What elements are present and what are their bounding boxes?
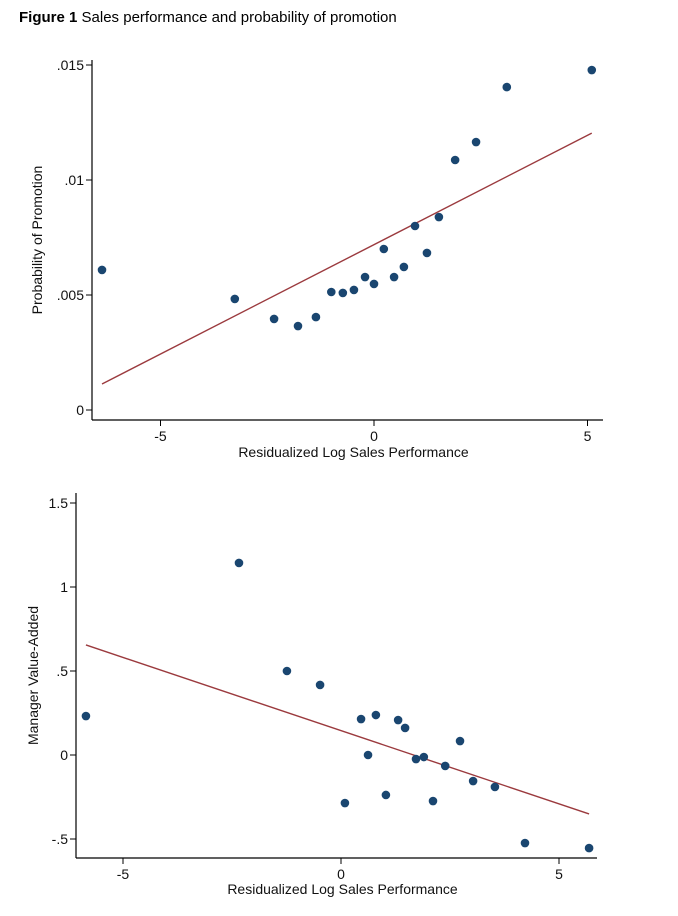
y-tick-label: .015	[57, 57, 84, 73]
data-point	[471, 137, 481, 147]
data-point	[97, 265, 107, 275]
data-point	[349, 285, 359, 295]
data-point	[340, 798, 350, 808]
data-point	[389, 272, 399, 282]
data-point	[468, 776, 478, 786]
data-point	[327, 287, 336, 297]
y-tick-label: 0	[76, 402, 84, 418]
data-point	[428, 796, 438, 806]
data-point	[434, 212, 444, 222]
y-axis-label: Manager Value-Added	[25, 606, 41, 745]
data-point	[369, 279, 379, 289]
data-point	[393, 715, 403, 725]
x-axis-label: Residualized Log Sales Performance	[238, 444, 469, 460]
x-tick-label: 5	[555, 866, 563, 882]
data-point	[230, 294, 240, 304]
data-point	[490, 782, 500, 792]
data-point	[587, 65, 597, 75]
data-point	[269, 314, 279, 324]
y-tick-label: .005	[57, 287, 84, 303]
x-tick-label: 5	[584, 428, 592, 444]
fit-line	[85, 644, 590, 815]
data-point	[400, 723, 410, 733]
data-point	[381, 790, 391, 800]
y-tick-label: .01	[65, 172, 85, 188]
data-point	[455, 736, 465, 746]
x-tick-label: 0	[337, 866, 345, 882]
x-tick-label: -5	[117, 866, 130, 882]
y-tick-label: 1	[60, 579, 68, 595]
data-point	[584, 843, 594, 853]
data-point	[440, 761, 450, 771]
data-point	[410, 221, 420, 231]
figure-label: Figure 1	[19, 9, 78, 26]
data-point	[311, 312, 321, 322]
x-tick-label: 0	[370, 428, 378, 444]
data-point	[371, 710, 381, 720]
data-point	[81, 711, 91, 721]
figure-caption-text: Sales performance and probability of pro…	[81, 9, 397, 26]
x-tick-label: -5	[154, 428, 167, 444]
data-point	[502, 82, 512, 92]
data-point	[234, 558, 244, 568]
promotion-scatter-chart: 0 .005 .01 .015 -5 0 5 Residualized Log Sales P…	[29, 57, 603, 460]
data-point	[293, 321, 303, 331]
data-point	[399, 262, 409, 272]
data-point	[363, 750, 373, 760]
data-point	[338, 288, 348, 298]
x-axis-label: Residualized Log Sales Performance	[227, 881, 458, 897]
data-point	[315, 680, 325, 690]
value-added-scatter-chart: -.5 0 .5 1 1.5 -5 0 5 Residualized Log Sales Per…	[25, 493, 597, 897]
data-point	[411, 754, 421, 764]
data-point	[450, 155, 460, 165]
y-tick-label: 0	[60, 747, 68, 763]
fit-line	[101, 132, 593, 385]
y-tick-label: -.5	[52, 831, 69, 847]
y-tick-label: 1.5	[49, 495, 69, 511]
data-point	[282, 666, 292, 676]
data-point	[520, 838, 530, 848]
y-tick-label: .5	[56, 663, 68, 679]
data-point	[360, 272, 370, 282]
figure-caption: Figure 1 Sales performance and probabili…	[19, 9, 397, 26]
y-axis-label: Probability of Promotion	[29, 166, 45, 315]
data-point	[422, 248, 432, 258]
data-point	[379, 244, 389, 254]
data-point	[356, 714, 366, 724]
data-point	[419, 752, 429, 762]
